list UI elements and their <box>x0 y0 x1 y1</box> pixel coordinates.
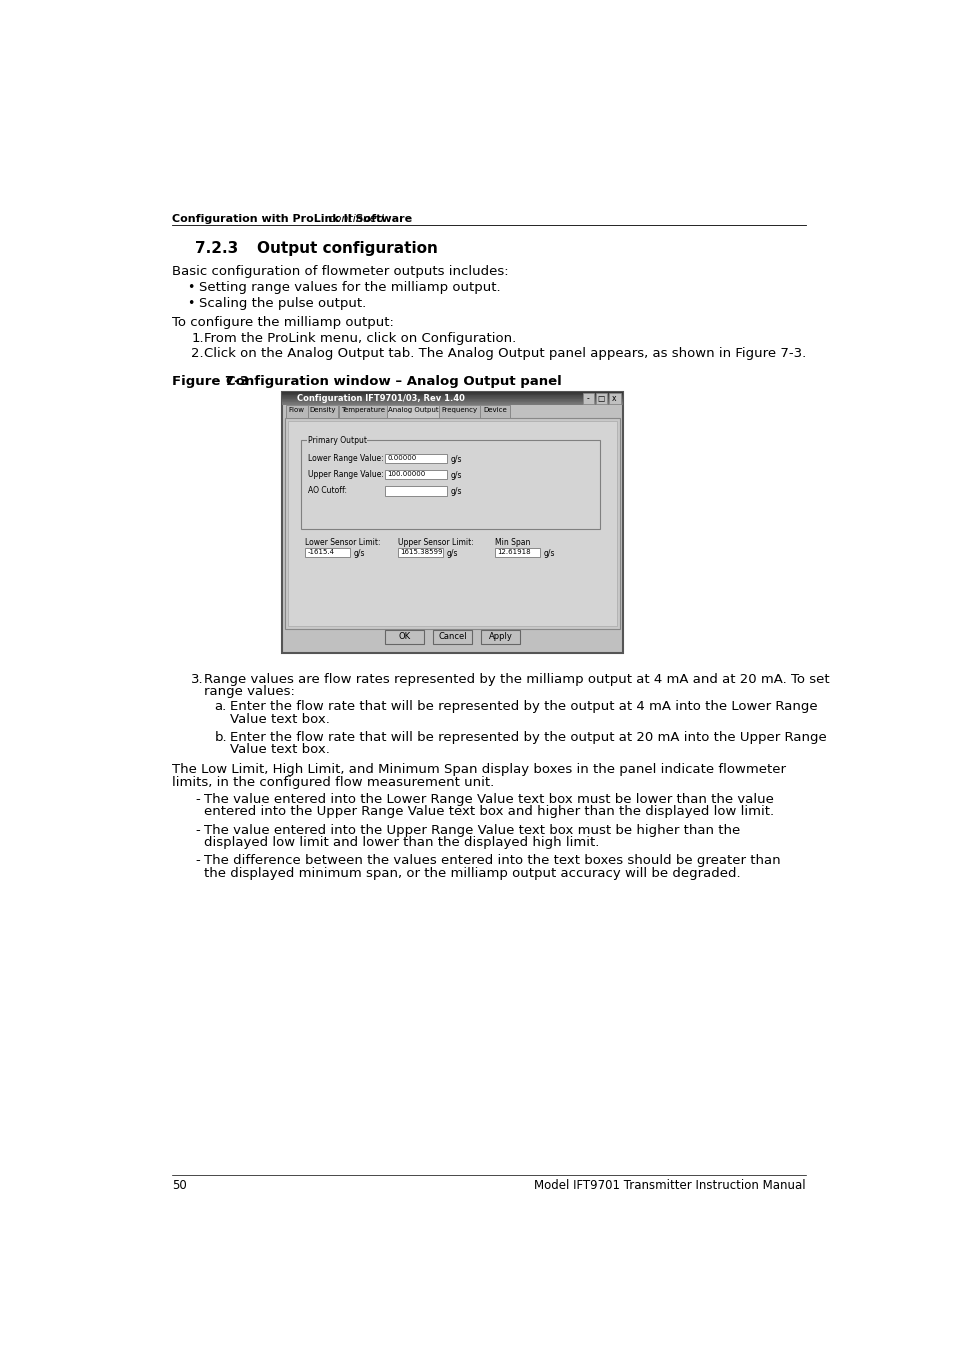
Text: 50: 50 <box>172 1179 187 1193</box>
Text: the displayed minimum span, or the milliamp output accuracy will be degraded.: the displayed minimum span, or the milli… <box>204 867 740 880</box>
Text: limits, in the configured flow measurement unit.: limits, in the configured flow measureme… <box>172 775 494 789</box>
Text: From the ProLink menu, click on Configuration.: From the ProLink menu, click on Configur… <box>204 331 517 345</box>
Text: Configuration window – Analog Output panel: Configuration window – Analog Output pan… <box>226 374 561 388</box>
Text: g/s: g/s <box>451 488 462 496</box>
Text: displayed low limit and lower than the displayed high limit.: displayed low limit and lower than the d… <box>204 836 599 848</box>
Text: Primary Output: Primary Output <box>307 436 366 446</box>
Text: Scaling the pulse output.: Scaling the pulse output. <box>199 297 366 309</box>
Text: The value entered into the Upper Range Value text box must be higher than the: The value entered into the Upper Range V… <box>204 824 740 836</box>
Text: 1615.38599: 1615.38599 <box>400 549 442 555</box>
Text: -1615.4: -1615.4 <box>307 549 335 555</box>
Text: The value entered into the Lower Range Value text box must be lower than the val: The value entered into the Lower Range V… <box>204 793 774 805</box>
Text: Analog Output: Analog Output <box>387 407 437 413</box>
Text: □: □ <box>597 394 604 403</box>
Text: Lower Range Value:: Lower Range Value: <box>307 454 383 463</box>
Text: Click on the Analog Output tab. The Analog Output panel appears, as shown in Fig: Click on the Analog Output tab. The Anal… <box>204 347 806 359</box>
Text: 3.: 3. <box>192 673 204 685</box>
Text: Upper Range Value:: Upper Range Value: <box>307 470 383 480</box>
Text: Configuration IFT9701/03, Rev 1.40: Configuration IFT9701/03, Rev 1.40 <box>297 394 465 403</box>
Text: Model IFT9701 Transmitter Instruction Manual: Model IFT9701 Transmitter Instruction Ma… <box>534 1179 805 1193</box>
Text: 7.2.3: 7.2.3 <box>195 240 238 255</box>
Bar <box>582 393 594 404</box>
Text: a.: a. <box>214 700 227 713</box>
Bar <box>286 405 307 417</box>
Bar <box>385 470 447 480</box>
Text: Configuration with ProLink II Software: Configuration with ProLink II Software <box>172 215 412 224</box>
Bar <box>387 405 438 417</box>
Text: Value text box.: Value text box. <box>230 743 330 757</box>
Bar <box>305 549 350 557</box>
Text: To configure the milliamp output:: To configure the milliamp output: <box>172 316 394 330</box>
Text: Device: Device <box>483 407 506 413</box>
Text: Upper Sensor Limit:: Upper Sensor Limit: <box>397 538 474 547</box>
Text: Apply: Apply <box>488 632 512 640</box>
Text: g/s: g/s <box>446 549 457 558</box>
Bar <box>433 631 472 644</box>
Text: OK: OK <box>398 632 410 640</box>
Bar <box>596 393 607 404</box>
Text: Frequency: Frequency <box>441 407 477 413</box>
Text: •: • <box>187 281 194 295</box>
Text: continued: continued <box>324 215 383 224</box>
Text: Temperature: Temperature <box>340 407 384 413</box>
Text: AO Cutoff:: AO Cutoff: <box>307 486 346 496</box>
Text: The Low Limit, High Limit, and Minimum Span display boxes in the panel indicate : The Low Limit, High Limit, and Minimum S… <box>172 763 785 777</box>
Text: Basic configuration of flowmeter outputs includes:: Basic configuration of flowmeter outputs… <box>172 265 508 277</box>
Text: •: • <box>187 297 194 309</box>
Text: range values:: range values: <box>204 685 295 698</box>
Bar <box>439 405 479 417</box>
Text: Output configuration: Output configuration <box>257 240 437 255</box>
Text: Cancel: Cancel <box>437 632 466 640</box>
Text: entered into the Upper Range Value text box and higher than the displayed low li: entered into the Upper Range Value text … <box>204 805 774 819</box>
Bar <box>301 440 599 528</box>
Text: -: - <box>586 394 589 403</box>
Text: Figure 7-3: Figure 7-3 <box>172 374 249 388</box>
Text: Enter the flow rate that will be represented by the output at 20 mA into the Upp: Enter the flow rate that will be represe… <box>230 731 826 744</box>
Bar <box>285 417 619 628</box>
Bar <box>385 631 423 644</box>
Text: g/s: g/s <box>451 455 462 463</box>
Bar <box>608 393 620 404</box>
Text: 12.61918: 12.61918 <box>497 549 531 555</box>
Text: g/s: g/s <box>353 549 364 558</box>
Text: g/s: g/s <box>451 471 462 480</box>
Text: Lower Sensor Limit:: Lower Sensor Limit: <box>305 538 380 547</box>
Text: Range values are flow rates represented by the milliamp output at 4 mA and at 20: Range values are flow rates represented … <box>204 673 829 685</box>
Text: Enter the flow rate that will be represented by the output at 4 mA into the Lowe: Enter the flow rate that will be represe… <box>230 700 817 713</box>
Bar <box>480 405 509 417</box>
Text: -: - <box>195 854 200 867</box>
Text: Setting range values for the milliamp output.: Setting range values for the milliamp ou… <box>199 281 500 295</box>
Bar <box>338 405 386 417</box>
Bar <box>282 392 622 654</box>
Text: b.: b. <box>214 731 227 744</box>
Text: g/s: g/s <box>542 549 554 558</box>
Text: 2.: 2. <box>192 347 204 359</box>
Bar <box>288 422 617 626</box>
Text: x: x <box>612 394 616 403</box>
Bar <box>385 486 447 496</box>
Bar <box>397 549 443 557</box>
Bar <box>385 454 447 463</box>
Text: Flow: Flow <box>289 407 304 413</box>
Bar <box>308 405 337 417</box>
Bar <box>480 631 519 644</box>
Text: 1.: 1. <box>192 331 204 345</box>
Text: The difference between the values entered into the text boxes should be greater : The difference between the values entere… <box>204 854 781 867</box>
Text: 0.00000: 0.00000 <box>387 455 416 461</box>
Text: Min Span: Min Span <box>495 538 530 547</box>
Text: -: - <box>195 793 200 805</box>
Bar <box>495 549 539 557</box>
Text: Density: Density <box>310 407 336 413</box>
Text: Value text box.: Value text box. <box>230 713 330 725</box>
Text: 100.00000: 100.00000 <box>387 471 425 477</box>
Text: -: - <box>195 824 200 836</box>
